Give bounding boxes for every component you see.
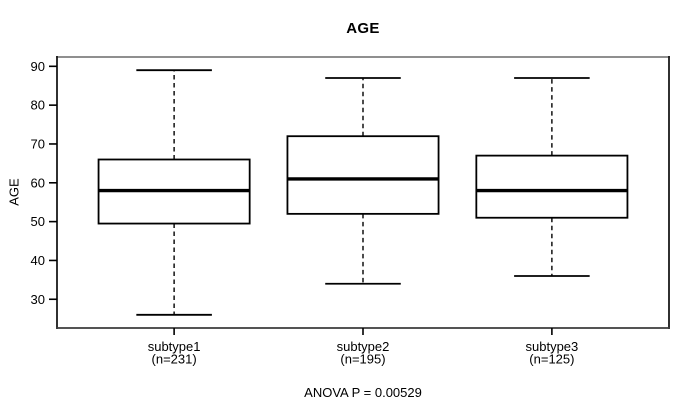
x-axis-group-label: subtype1 [148, 339, 201, 354]
anova-p-value-annotation: ANOVA P = 0.00529 [304, 385, 422, 400]
x-axis-group-label: subtype3 [526, 339, 579, 354]
y-axis-tick-label: 60 [31, 175, 45, 190]
y-axis-tick-label: 30 [31, 292, 45, 307]
iqr-box [286, 135, 440, 215]
x-axis-count-label: (n=231) [152, 352, 197, 367]
y-axis-tick-label: 40 [31, 253, 45, 268]
iqr-box [475, 154, 629, 219]
y-axis-tick-label: 50 [31, 214, 45, 229]
chart-title: AGE [346, 20, 380, 37]
x-axis-count-label: (n=195) [340, 352, 385, 367]
y-axis-tick-label: 80 [31, 98, 45, 113]
y-axis-tick-label: 70 [31, 137, 45, 152]
x-axis-group-label: subtype2 [337, 339, 390, 354]
x-axis-count-label: (n=125) [529, 352, 574, 367]
y-axis-tick-label: 90 [31, 59, 45, 74]
